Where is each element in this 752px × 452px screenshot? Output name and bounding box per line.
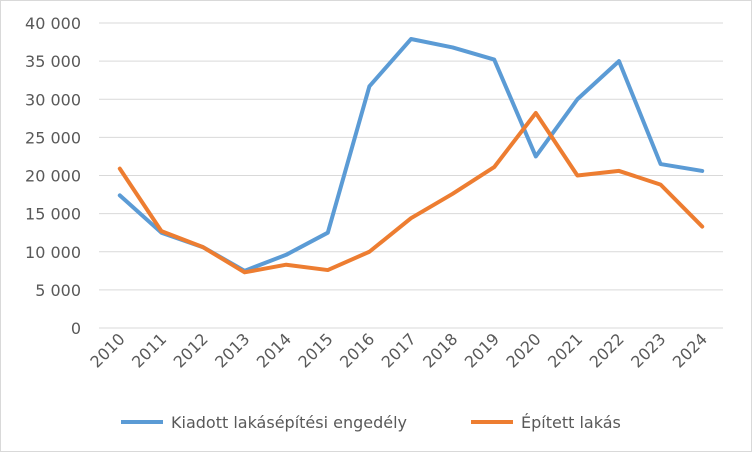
y-tick-label: 40 000 — [25, 14, 81, 33]
x-tick-label: 2016 — [336, 329, 378, 371]
x-tick-label: 2012 — [170, 329, 212, 371]
x-tick-label: 2020 — [502, 329, 544, 371]
x-tick-label: 2017 — [378, 329, 420, 371]
y-tick-label: 20 000 — [25, 167, 81, 186]
x-tick-label: 2022 — [586, 329, 628, 371]
x-tick-label: 2019 — [461, 329, 503, 371]
x-tick-label: 2014 — [253, 329, 295, 371]
gridlines — [99, 22, 723, 329]
legend-label-0: Kiadott lakásépítési engedély — [171, 413, 407, 432]
y-axis-ticks: 0 5 000 10 000 15 000 20 000 25 000 30 000 35 0… — [25, 14, 81, 338]
y-tick-label: 15 000 — [25, 205, 81, 224]
y-tick-label: 35 000 — [25, 52, 81, 71]
y-tick-label: 5 000 — [35, 281, 81, 300]
x-tick-label: 2015 — [294, 329, 336, 371]
x-tick-label: 2023 — [627, 329, 669, 371]
x-tick-label: 2010 — [86, 329, 128, 371]
y-tick-label: 25 000 — [25, 128, 81, 147]
x-tick-label: 2021 — [544, 329, 586, 371]
series-lines — [117, 37, 705, 275]
x-tick-label: 2011 — [128, 329, 170, 371]
legend: Kiadott lakásépítési engedély Épített lak… — [121, 413, 621, 432]
x-tick-label: 2018 — [419, 329, 461, 371]
y-tick-label: 0 — [71, 319, 81, 338]
legend-label-1: Épített lakás — [521, 413, 621, 432]
y-tick-label: 10 000 — [25, 243, 81, 262]
y-tick-label: 30 000 — [25, 90, 81, 109]
series-line-0 — [117, 37, 705, 273]
x-tick-label: 2024 — [669, 329, 711, 371]
x-tick-label: 2013 — [211, 329, 253, 371]
x-axis-ticks: 2010 2011 2012 2013 2014 2015 2016 2017 2018 2019… — [86, 329, 711, 371]
